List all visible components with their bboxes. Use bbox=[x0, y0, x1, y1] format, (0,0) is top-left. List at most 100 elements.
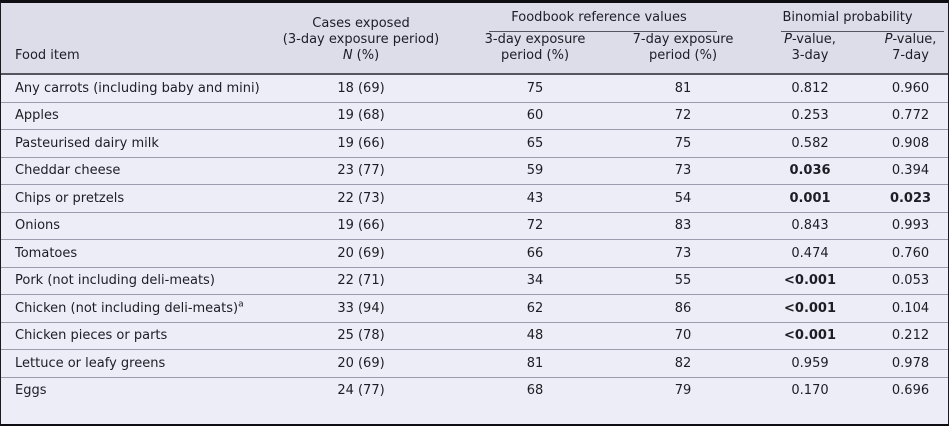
food-item-text: Apples bbox=[15, 108, 59, 124]
food-item-text: Lettuce or leafy greens bbox=[15, 355, 166, 371]
table-row: Pork (not including deli-meats) 22 (71) … bbox=[1, 266, 949, 295]
ref-7day-cell: 82 bbox=[619, 349, 748, 377]
food-item-cell: Any carrots (including baby and mini) bbox=[1, 74, 271, 102]
ref-3day-cell: 66 bbox=[451, 239, 619, 267]
cases-exposed-cell: 19 (68) bbox=[271, 101, 451, 130]
cases-line2: (3-day exposure period) bbox=[282, 32, 440, 47]
ref-7day-cell: 86 bbox=[619, 294, 748, 322]
cases-line1: Cases exposed bbox=[312, 16, 410, 31]
column-header-7day-reference: 7-day exposure period (%) bbox=[619, 32, 748, 74]
ref-3day-cell: 65 bbox=[451, 129, 619, 157]
pvalue-3day-cell: <0.001 bbox=[747, 266, 874, 295]
food-item-cell: Apples bbox=[1, 101, 271, 130]
ref-3day-cell: 72 bbox=[451, 211, 619, 240]
pvalue-3day-cell: 0.582 bbox=[747, 129, 874, 157]
group-header-binomial: Binomial probability bbox=[747, 3, 949, 32]
pvalue-7day-cell: 0.212 bbox=[873, 321, 949, 350]
table-row: Chicken pieces or parts 25 (78) 48 70 <0… bbox=[1, 321, 949, 350]
food-item-cell: Tomatoes bbox=[1, 239, 271, 267]
ref-3day-cell: 60 bbox=[451, 101, 619, 130]
table-row: Pasteurised dairy milk 19 (66) 65 75 0.5… bbox=[1, 129, 949, 157]
ref-3day-cell: 62 bbox=[451, 294, 619, 322]
pvalue-7day-cell: 0.993 bbox=[873, 211, 949, 240]
food-item-cell: Pasteurised dairy milk bbox=[1, 129, 271, 157]
sub-header-row: 3-day exposure period (%) 7-day exposure… bbox=[1, 32, 949, 74]
pvalue3-rest: -value, bbox=[791, 32, 836, 47]
table-body: Any carrots (including baby and mini) 18… bbox=[1, 74, 949, 404]
cases-exposed-cell: 18 (69) bbox=[271, 74, 451, 102]
cases-exposed-cell: 20 (69) bbox=[271, 239, 451, 267]
cases-exposed-cell: 22 (73) bbox=[271, 184, 451, 212]
column-header-3day-reference: 3-day exposure period (%) bbox=[451, 32, 619, 74]
ref-3day-cell: 43 bbox=[451, 184, 619, 212]
ref-3day-cell: 48 bbox=[451, 321, 619, 350]
food-item-text: Chicken (not including deli-meats) bbox=[15, 300, 239, 316]
foodbook-group-rule bbox=[489, 26, 718, 32]
cases-exposed-cell: 19 (66) bbox=[271, 211, 451, 240]
food-item-cell: Onions bbox=[1, 211, 271, 240]
ref7-line2: period (%) bbox=[648, 48, 718, 63]
table-row: Any carrots (including baby and mini) 18… bbox=[1, 74, 949, 102]
pvalue7-line2: 7-day bbox=[892, 48, 929, 63]
binomial-group-rule bbox=[781, 26, 945, 32]
column-header-food-item: Food item bbox=[1, 3, 271, 74]
pvalue-7day-cell: 0.053 bbox=[873, 266, 949, 295]
pvalue-3day-cell: <0.001 bbox=[747, 321, 874, 350]
pvalue-7day-cell: 0.023 bbox=[873, 184, 949, 212]
table-row: Chicken (not including deli-meats)a 33 (… bbox=[1, 294, 949, 322]
ref-7day-cell: 55 bbox=[619, 266, 748, 295]
pvalue7-rest: -value, bbox=[892, 32, 937, 47]
food-item-text: Chicken pieces or parts bbox=[15, 328, 168, 344]
ref3-line2: period (%) bbox=[500, 48, 570, 63]
pvalue-7day-cell: 0.394 bbox=[873, 156, 949, 185]
table-row: Eggs 24 (77) 68 79 0.170 0.696 bbox=[1, 376, 949, 404]
food-item-text: Tomatoes bbox=[15, 245, 78, 261]
food-item-text: Pasteurised dairy milk bbox=[15, 135, 159, 151]
ref-7day-cell: 73 bbox=[619, 239, 748, 267]
pvalue-3day-cell: 0.812 bbox=[747, 74, 874, 102]
footnote-marker: a bbox=[238, 299, 244, 310]
ref-7day-cell: 54 bbox=[619, 184, 748, 212]
ref-3day-cell: 81 bbox=[451, 349, 619, 377]
group-header-foodbook: Foodbook reference values bbox=[451, 3, 748, 32]
pvalue-7day-cell: 0.978 bbox=[873, 349, 949, 377]
pvalue-3day-cell: 0.474 bbox=[747, 239, 874, 267]
food-item-cell: Cheddar cheese bbox=[1, 156, 271, 185]
food-item-label: Food item bbox=[15, 48, 80, 63]
cases-exposed-cell: 22 (71) bbox=[271, 266, 451, 295]
pvalue3-line2: 3-day bbox=[791, 48, 829, 63]
ref-3day-cell: 34 bbox=[451, 266, 619, 295]
column-header-pvalue-7day: P-value, 7-day bbox=[873, 32, 949, 74]
table-row: Onions 19 (66) 72 83 0.843 0.993 bbox=[1, 211, 949, 240]
food-exposure-table: Food item Cases exposed (3-day exposure … bbox=[1, 3, 949, 404]
column-header-cases-exposed: Cases exposed (3-day exposure period) N … bbox=[271, 3, 451, 74]
ref-7day-cell: 73 bbox=[619, 156, 748, 185]
cases-n-rest: (%) bbox=[352, 48, 380, 63]
pvalue-3day-cell: 0.001 bbox=[747, 184, 874, 212]
pvalue-7day-cell: 0.104 bbox=[873, 294, 949, 322]
ref-7day-cell: 72 bbox=[619, 101, 748, 130]
table-row: Cheddar cheese 23 (77) 59 73 0.036 0.394 bbox=[1, 156, 949, 185]
food-item-cell: Chips or pretzels bbox=[1, 184, 271, 212]
food-item-cell: Pork (not including deli-meats) bbox=[1, 266, 271, 295]
food-item-text: Chips or pretzels bbox=[15, 190, 125, 206]
ref-7day-cell: 75 bbox=[619, 129, 748, 157]
table-row: Apples 19 (68) 60 72 0.253 0.772 bbox=[1, 101, 949, 130]
food-item-text: Pork (not including deli-meats) bbox=[15, 273, 215, 289]
food-item-cell: Chicken pieces or parts bbox=[1, 321, 271, 350]
pvalue-7day-cell: 0.696 bbox=[873, 376, 949, 404]
cases-exposed-cell: 19 (66) bbox=[271, 129, 451, 157]
pvalue3-p: P bbox=[784, 32, 792, 47]
cases-exposed-cell: 25 (78) bbox=[271, 321, 451, 350]
pvalue-7day-cell: 0.960 bbox=[873, 74, 949, 102]
cases-exposed-cell: 33 (94) bbox=[271, 294, 451, 322]
pvalue-3day-cell: 0.843 bbox=[747, 211, 874, 240]
ref-7day-cell: 81 bbox=[619, 74, 748, 102]
ref-3day-cell: 75 bbox=[451, 74, 619, 102]
ref-7day-cell: 83 bbox=[619, 211, 748, 240]
pvalue-7day-cell: 0.908 bbox=[873, 129, 949, 157]
ref7-line1: 7-day exposure bbox=[632, 32, 734, 47]
pvalue-3day-cell: 0.036 bbox=[747, 156, 874, 185]
cases-exposed-cell: 23 (77) bbox=[271, 156, 451, 185]
